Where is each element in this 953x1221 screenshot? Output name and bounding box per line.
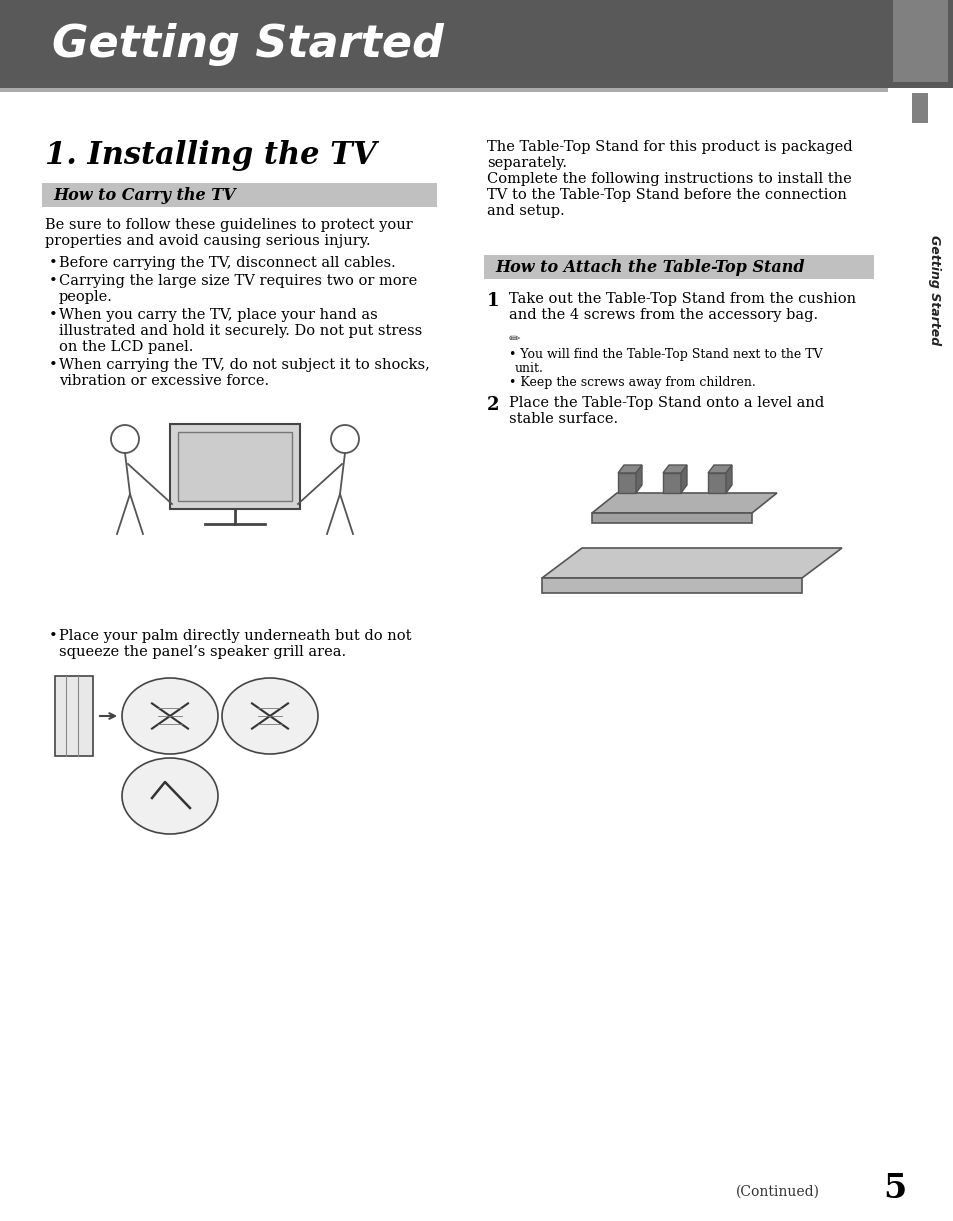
Text: •: • — [49, 256, 58, 270]
Text: How to Carry the TV: How to Carry the TV — [53, 187, 235, 204]
Text: Getting Started: Getting Started — [52, 22, 443, 66]
Text: 2: 2 — [486, 396, 499, 414]
Text: (Continued): (Continued) — [735, 1186, 820, 1199]
Bar — [0, 88, 887, 92]
Ellipse shape — [222, 678, 317, 755]
Polygon shape — [707, 473, 725, 493]
Polygon shape — [707, 465, 731, 473]
Text: Before carrying the TV, disconnect all cables.: Before carrying the TV, disconnect all c… — [59, 256, 395, 270]
Text: stable surface.: stable surface. — [509, 411, 618, 426]
Polygon shape — [662, 465, 686, 473]
Bar — [0, 0, 953, 88]
Text: • Keep the screws away from children.: • Keep the screws away from children. — [509, 376, 755, 389]
Polygon shape — [618, 473, 636, 493]
Ellipse shape — [122, 758, 218, 834]
Text: TV to the Table-Top Stand before the connection: TV to the Table-Top Stand before the con… — [486, 188, 846, 201]
Text: When you carry the TV, place your hand as: When you carry the TV, place your hand a… — [59, 308, 377, 322]
Ellipse shape — [122, 678, 218, 755]
Polygon shape — [636, 465, 641, 493]
Text: Complete the following instructions to install the: Complete the following instructions to i… — [486, 172, 851, 186]
Text: •: • — [49, 274, 58, 288]
Text: separately.: separately. — [486, 156, 566, 170]
Text: How to Attach the Table-Top Stand: How to Attach the Table-Top Stand — [495, 259, 803, 276]
Text: and the 4 screws from the accessory bag.: and the 4 screws from the accessory bag. — [509, 308, 818, 322]
Text: 1: 1 — [486, 292, 499, 310]
Text: 5: 5 — [882, 1172, 905, 1205]
Bar — [55, 676, 92, 756]
Text: Getting Started: Getting Started — [927, 234, 941, 346]
Text: When carrying the TV, do not subject it to shocks,: When carrying the TV, do not subject it … — [59, 358, 430, 372]
Text: 1. Installing the TV: 1. Installing the TV — [45, 140, 376, 171]
Text: properties and avoid causing serious injury.: properties and avoid causing serious inj… — [45, 234, 370, 248]
Polygon shape — [541, 548, 841, 578]
Text: Place your palm directly underneath but do not: Place your palm directly underneath but … — [59, 629, 411, 643]
Bar — [911, 93, 927, 123]
Text: Carrying the large size TV requires two or more: Carrying the large size TV requires two … — [59, 274, 416, 288]
Bar — [483, 255, 873, 280]
Text: on the LCD panel.: on the LCD panel. — [59, 339, 193, 354]
Polygon shape — [541, 578, 801, 593]
Bar — [42, 183, 436, 208]
Text: The Table-Top Stand for this product is packaged: The Table-Top Stand for this product is … — [486, 140, 852, 154]
Text: ✏: ✏ — [509, 332, 520, 346]
Text: illustrated and hold it securely. Do not put stress: illustrated and hold it securely. Do not… — [59, 324, 422, 338]
Text: •: • — [49, 308, 58, 322]
Polygon shape — [618, 465, 641, 473]
Polygon shape — [592, 493, 776, 513]
Bar — [178, 432, 292, 501]
Polygon shape — [680, 465, 686, 493]
Text: people.: people. — [59, 291, 112, 304]
Polygon shape — [592, 513, 751, 523]
Text: and setup.: and setup. — [486, 204, 564, 219]
Polygon shape — [725, 465, 731, 493]
Text: squeeze the panel’s speaker grill area.: squeeze the panel’s speaker grill area. — [59, 645, 346, 659]
Text: Be sure to follow these guidelines to protect your: Be sure to follow these guidelines to pr… — [45, 219, 413, 232]
Text: Place the Table-Top Stand onto a level and: Place the Table-Top Stand onto a level a… — [509, 396, 823, 410]
Bar — [892, 0, 947, 82]
Text: Take out the Table-Top Stand from the cushion: Take out the Table-Top Stand from the cu… — [509, 292, 855, 306]
Text: • You will find the Table-Top Stand next to the TV: • You will find the Table-Top Stand next… — [509, 348, 821, 361]
Text: vibration or excessive force.: vibration or excessive force. — [59, 374, 269, 388]
Text: unit.: unit. — [515, 361, 543, 375]
Text: •: • — [49, 629, 58, 643]
Polygon shape — [662, 473, 680, 493]
Bar — [170, 424, 299, 509]
Text: •: • — [49, 358, 58, 372]
